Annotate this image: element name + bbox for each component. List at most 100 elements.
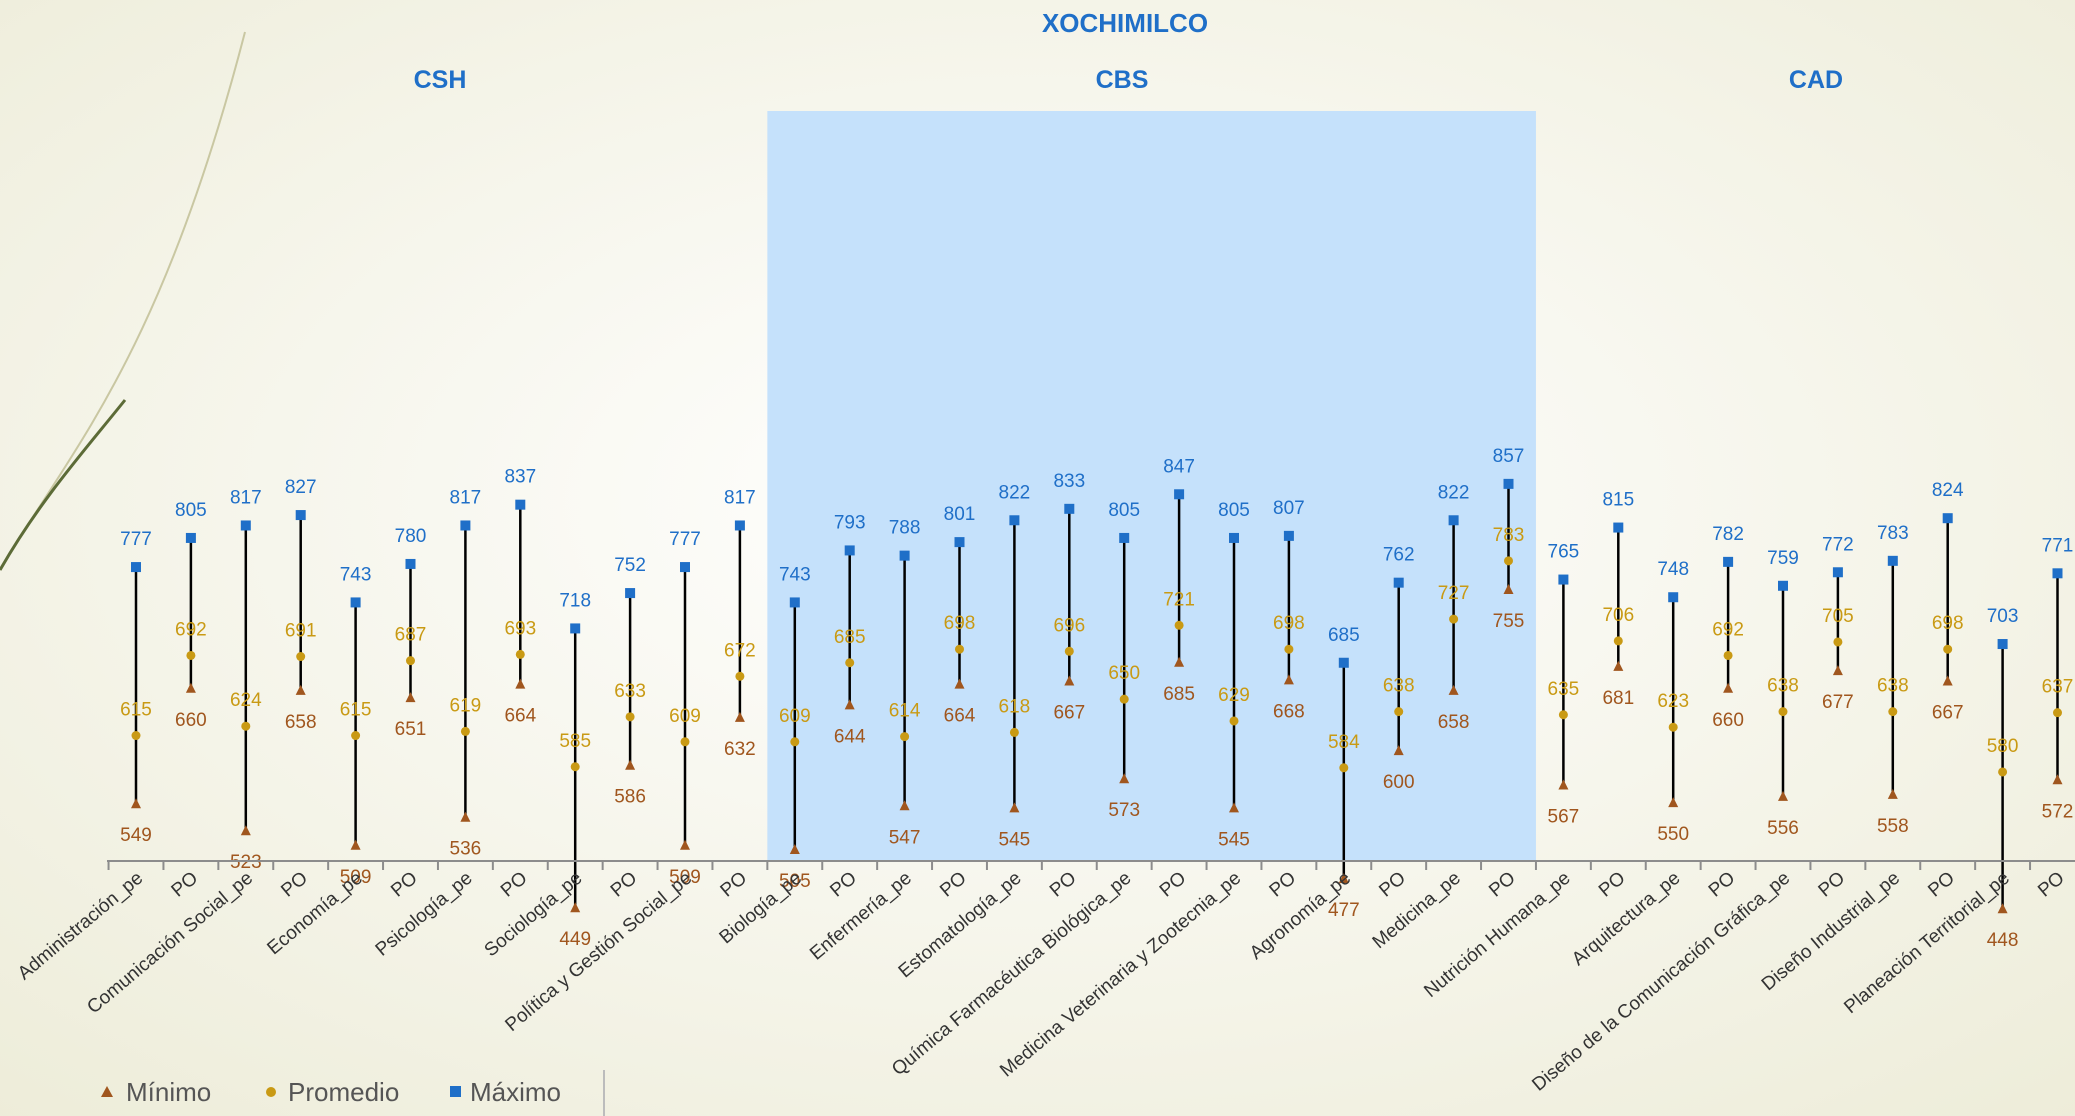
maximo-marker-26 [1558,574,1569,585]
minimo-label-9: 586 [614,787,646,808]
promedio-label-0: 615 [120,700,152,721]
promedio-marker-8 [570,762,580,772]
promedio-label-5: 687 [395,625,427,646]
maximo-label-14: 788 [889,518,921,539]
promedio-label-25: 783 [1493,525,1525,546]
promedio-marker-34 [1998,767,2008,777]
minimo-marker-19 [1174,656,1185,667]
legend: Mínimo Promedio Máximo [101,1070,605,1116]
maximo-marker-32 [1887,555,1898,566]
maximo-marker-17 [1064,503,1075,514]
minimo-label-30: 556 [1767,818,1799,839]
promedio-label-3: 691 [285,621,317,642]
minimo-marker-12 [789,843,800,854]
legend-promedio-marker [266,1087,276,1097]
maximo-marker-4 [350,597,361,608]
minimo-label-11: 632 [724,739,756,760]
promedio-label-34: 580 [1987,736,2019,757]
minimo-label-20: 545 [1218,829,1250,850]
promedio-label-26: 635 [1548,679,1580,700]
minimo-marker-32 [1887,788,1898,799]
promedio-label-14: 614 [889,701,921,722]
maximo-marker-28 [1668,592,1679,603]
minimo-label-22: 477 [1328,900,1360,921]
promedio-label-20: 629 [1218,685,1250,706]
legend-minimo-label: Mínimo [126,1077,211,1107]
minimo-label-34: 448 [1987,930,2019,951]
maximo-label-29: 782 [1712,524,1744,545]
maximo-marker-21 [1283,530,1294,541]
maximo-marker-5 [405,558,416,569]
minimo-label-18: 573 [1108,800,1140,821]
promedio-label-33: 698 [1932,613,1964,634]
maximo-label-17: 833 [1053,471,1085,492]
chart-title: XOCHIMILCO [1042,8,1208,38]
minimo-marker-14 [899,800,910,811]
promedio-marker-13 [845,658,855,668]
promedio-marker-11 [735,671,745,681]
promedio-marker-32 [1888,707,1898,717]
minimo-label-32: 558 [1877,816,1909,837]
promedio-label-1: 692 [175,619,207,640]
minimo-marker-28 [1668,797,1679,808]
promedio-marker-35 [2053,708,2062,718]
maximo-marker-33 [1942,513,1953,524]
maximo-marker-11 [734,520,745,531]
minimo-marker-15 [954,678,965,689]
minimo-label-28: 550 [1657,824,1689,845]
maximo-marker-12 [789,597,800,608]
promedio-marker-6 [460,726,470,736]
minimo-marker-34 [1997,903,2008,914]
promedio-marker-21 [1284,644,1294,654]
maximo-label-12: 743 [779,564,811,585]
maximo-label-21: 807 [1273,498,1305,519]
minimo-label-12: 505 [779,871,811,892]
maximo-marker-35 [2052,568,2063,579]
minimo-label-26: 567 [1548,806,1580,827]
maximo-marker-10 [680,562,690,573]
maximo-label-34: 703 [1987,606,2019,627]
minimo-marker-6 [460,811,471,822]
minimo-marker-16 [1009,802,1020,813]
minimo-label-31: 677 [1822,692,1854,713]
promedio-marker-17 [1064,646,1074,656]
minimo-label-24: 658 [1438,712,1470,733]
promedio-label-29: 692 [1712,619,1744,640]
promedio-label-10: 609 [669,706,701,727]
maximo-label-30: 759 [1767,548,1799,569]
maximo-label-23: 762 [1383,545,1415,566]
promedio-marker-30 [1778,707,1788,717]
group-header-cad: CAD [1789,66,1843,94]
promedio-marker-1 [186,650,196,660]
promedio-label-13: 685 [834,627,866,648]
maximo-marker-8 [570,623,581,634]
minimo-label-0: 549 [120,825,152,846]
promedio-label-16: 618 [999,696,1031,717]
promedio-marker-29 [1723,650,1733,660]
minimo-marker-10 [680,839,690,850]
minimo-marker-33 [1942,675,1953,686]
maximo-label-4: 743 [340,564,372,585]
legend-minimo-marker [101,1086,113,1097]
promedio-label-2: 624 [230,690,262,711]
promedio-marker-7 [515,649,525,659]
minimo-marker-29 [1723,682,1734,693]
minimo-marker-9 [625,759,636,770]
legend-maximo-label: Máximo [470,1077,561,1107]
maximo-marker-19 [1174,489,1185,500]
minimo-label-17: 667 [1053,702,1085,723]
maximo-marker-34 [1997,639,2008,650]
minimo-label-13: 644 [834,726,866,747]
promedio-marker-22 [1339,763,1349,773]
minimo-label-25: 755 [1493,611,1525,632]
maximo-marker-22 [1338,657,1349,668]
minimo-label-16: 545 [999,829,1031,850]
maximo-label-15: 801 [944,504,976,525]
maximo-marker-1 [185,532,196,543]
maximo-label-10: 777 [669,529,701,550]
maximo-label-11: 817 [724,487,756,508]
minimo-marker-1 [185,682,196,693]
promedio-label-35: 637 [2042,677,2074,698]
promedio-label-30: 638 [1767,676,1799,697]
